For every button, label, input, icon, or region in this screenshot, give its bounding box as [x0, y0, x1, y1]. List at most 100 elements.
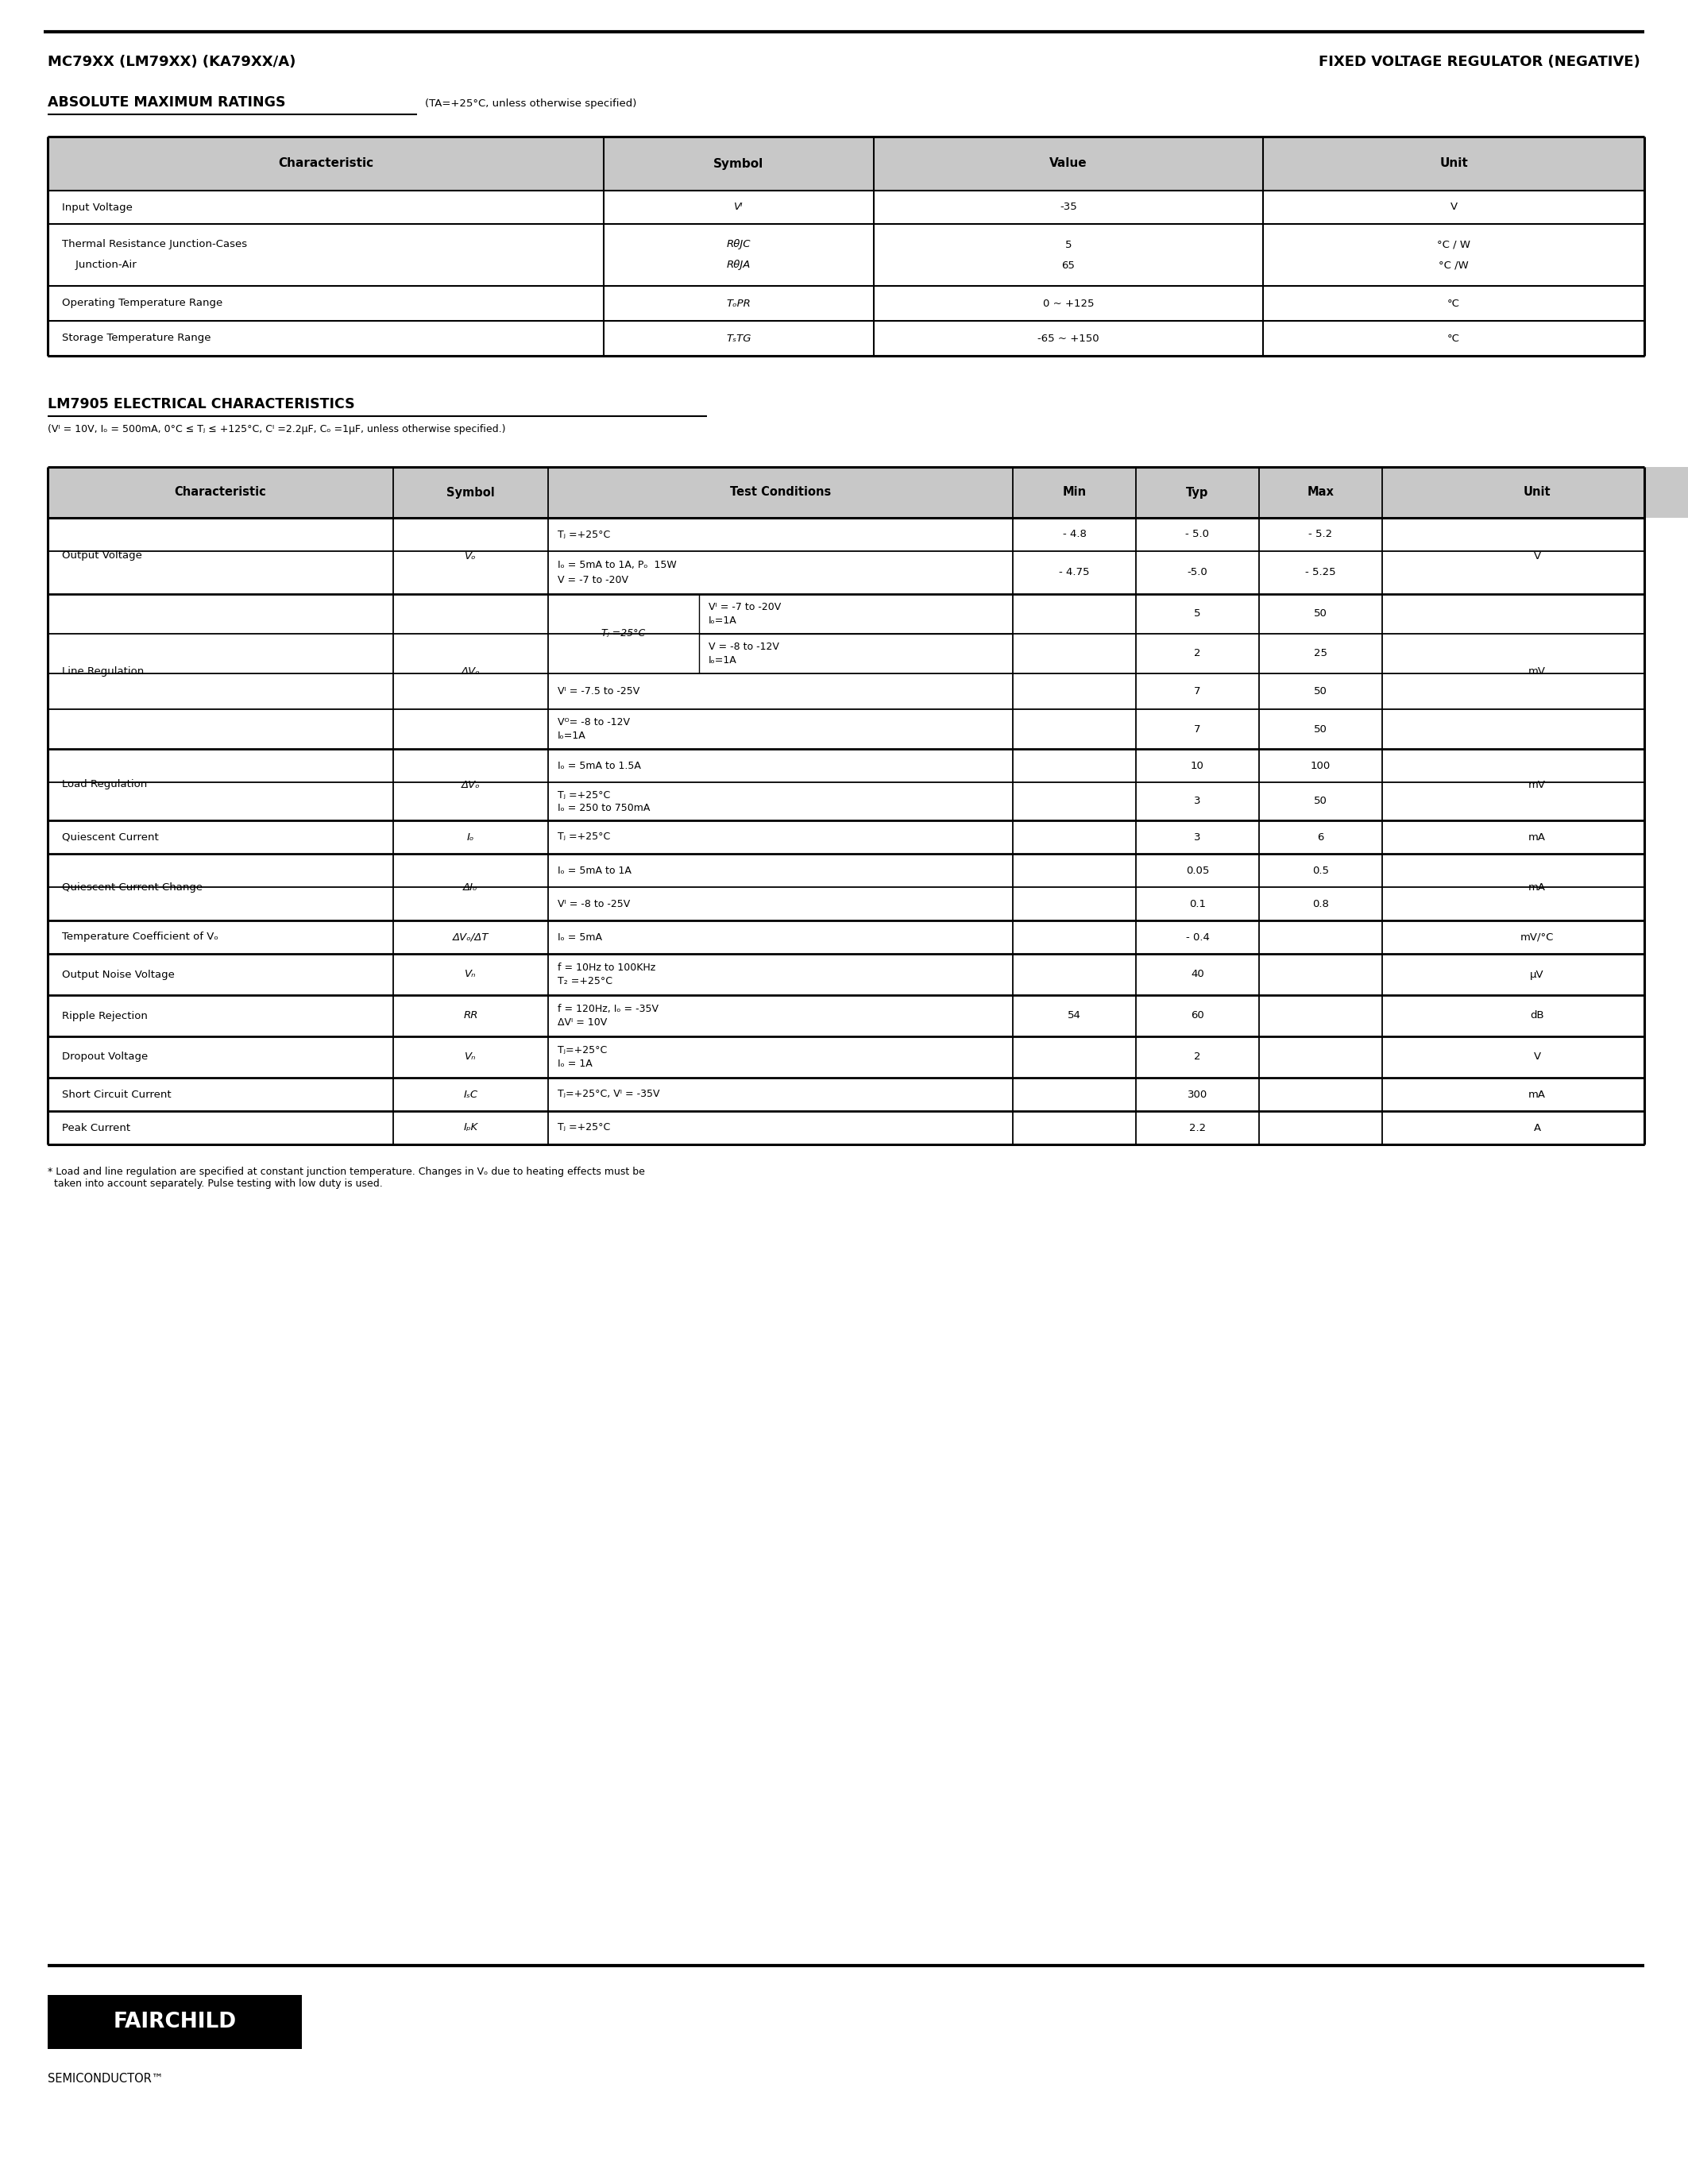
- Text: - 4.75: - 4.75: [1058, 568, 1090, 579]
- Text: Characteristic: Characteristic: [174, 487, 267, 498]
- Text: ΔVₒ: ΔVₒ: [461, 780, 479, 791]
- Text: Vₙ: Vₙ: [464, 1053, 476, 1061]
- Text: Max: Max: [1307, 487, 1334, 498]
- Text: RR: RR: [463, 1011, 478, 1020]
- Text: Load Regulation: Load Regulation: [62, 780, 147, 791]
- Text: 0 ~ +125: 0 ~ +125: [1043, 299, 1094, 308]
- Text: Ripple Rejection: Ripple Rejection: [62, 1011, 147, 1020]
- Text: SEMICONDUCTOR™: SEMICONDUCTOR™: [47, 2073, 164, 2086]
- Text: 5: 5: [1193, 609, 1200, 618]
- Text: 25: 25: [1313, 649, 1327, 660]
- Text: Value: Value: [1050, 157, 1087, 170]
- Text: Temperature Coefficient of Vₒ: Temperature Coefficient of Vₒ: [62, 933, 218, 941]
- Bar: [47, 467, 1688, 1144]
- Text: IₚK: IₚK: [464, 1123, 478, 1133]
- Text: 3: 3: [1193, 832, 1200, 843]
- Text: ΔVₒ: ΔVₒ: [461, 666, 479, 677]
- Text: IₛC: IₛC: [464, 1090, 478, 1099]
- Text: TₛTG: TₛTG: [726, 334, 751, 343]
- Text: Quiescent Current: Quiescent Current: [62, 832, 159, 843]
- Text: - 5.0: - 5.0: [1185, 529, 1209, 539]
- Text: V: V: [1450, 203, 1457, 212]
- Text: °C: °C: [1447, 299, 1460, 308]
- Text: 2: 2: [1193, 649, 1200, 660]
- Text: V = -8 to -12V: V = -8 to -12V: [709, 642, 780, 653]
- Text: ΔIₒ: ΔIₒ: [463, 882, 478, 893]
- Text: Characteristic: Characteristic: [279, 157, 373, 170]
- Text: Junction-Air: Junction-Air: [62, 260, 137, 271]
- Text: 7: 7: [1193, 686, 1200, 697]
- Text: Tⱼ=+25°C, Vᴵ = -35V: Tⱼ=+25°C, Vᴵ = -35V: [557, 1090, 660, 1099]
- Text: 2.2: 2.2: [1188, 1123, 1205, 1133]
- Text: Iₒ = 5mA to 1.5A: Iₒ = 5mA to 1.5A: [557, 760, 641, 771]
- Text: T₂ =+25°C: T₂ =+25°C: [557, 976, 613, 987]
- Text: Vᴼ= -8 to -12V: Vᴼ= -8 to -12V: [557, 716, 630, 727]
- Text: 10: 10: [1190, 760, 1204, 771]
- Text: V: V: [1533, 1053, 1541, 1061]
- Text: Symbol: Symbol: [447, 487, 495, 498]
- Text: Vᴵ = -8 to -25V: Vᴵ = -8 to -25V: [557, 898, 630, 909]
- Text: MC79XX (LM79XX) (KA79XX/A): MC79XX (LM79XX) (KA79XX/A): [47, 55, 295, 70]
- Text: Iₒ = 5mA: Iₒ = 5mA: [557, 933, 603, 941]
- Text: dB: dB: [1529, 1011, 1545, 1020]
- Text: * Load and line regulation are specified at constant junction temperature. Chang: * Load and line regulation are specified…: [47, 1166, 645, 1188]
- Text: Vₙ: Vₙ: [464, 970, 476, 981]
- Text: FIXED VOLTAGE REGULATOR (NEGATIVE): FIXED VOLTAGE REGULATOR (NEGATIVE): [1318, 55, 1641, 70]
- Text: ΔVᴵ = 10V: ΔVᴵ = 10V: [557, 1018, 608, 1029]
- Text: 5: 5: [1065, 240, 1072, 249]
- Text: 0.8: 0.8: [1312, 898, 1328, 909]
- Text: Iₒ = 5mA to 1A, Pₒ  15W: Iₒ = 5mA to 1A, Pₒ 15W: [557, 561, 677, 570]
- Text: Vᴵ = -7.5 to -25V: Vᴵ = -7.5 to -25V: [557, 686, 640, 697]
- Text: 6: 6: [1317, 832, 1323, 843]
- Text: Iₒ = 1A: Iₒ = 1A: [557, 1059, 592, 1070]
- Text: Short Circuit Current: Short Circuit Current: [62, 1090, 170, 1099]
- Text: mA: mA: [1528, 1090, 1546, 1099]
- Text: Storage Temperature Range: Storage Temperature Range: [62, 334, 211, 343]
- Text: 3: 3: [1193, 797, 1200, 806]
- Text: °C / W: °C / W: [1436, 240, 1470, 249]
- Text: V = -7 to -20V: V = -7 to -20V: [557, 574, 628, 585]
- Text: (Vᴵ = 10V, Iₒ = 500mA, 0°C ≤ Tⱼ ≤ +125°C, Cᴵ =2.2μF, Cₒ =1μF, unless otherwise s: (Vᴵ = 10V, Iₒ = 500mA, 0°C ≤ Tⱼ ≤ +125°C…: [47, 424, 506, 435]
- Text: 65: 65: [1062, 260, 1075, 271]
- Text: 40: 40: [1190, 970, 1204, 981]
- Text: 60: 60: [1190, 1011, 1204, 1020]
- Text: V: V: [1533, 550, 1541, 561]
- Bar: [47, 1994, 302, 2049]
- Text: Vᴵ = -7 to -20V: Vᴵ = -7 to -20V: [709, 603, 782, 612]
- Text: 7: 7: [1193, 723, 1200, 734]
- Text: Line Regulation: Line Regulation: [62, 666, 143, 677]
- Text: Iₒ=1A: Iₒ=1A: [557, 729, 586, 740]
- Text: ABSOLUTE MAXIMUM RATINGS: ABSOLUTE MAXIMUM RATINGS: [47, 96, 285, 109]
- Text: Thermal Resistance Junction-Cases: Thermal Resistance Junction-Cases: [62, 240, 246, 249]
- Text: Iₒ: Iₒ: [468, 832, 474, 843]
- Text: Iₒ=1A: Iₒ=1A: [709, 655, 738, 666]
- Text: - 5.25: - 5.25: [1305, 568, 1335, 579]
- Bar: [47, 138, 1644, 190]
- Text: TₒPR: TₒPR: [726, 299, 751, 308]
- Text: ΔVₒ/ΔT: ΔVₒ/ΔT: [452, 933, 490, 941]
- Text: LM7905 ELECTRICAL CHARACTERISTICS: LM7905 ELECTRICAL CHARACTERISTICS: [47, 397, 354, 411]
- Text: Unit: Unit: [1523, 487, 1551, 498]
- Text: Tⱼ =+25°C: Tⱼ =+25°C: [557, 791, 611, 799]
- Text: Vᴵ: Vᴵ: [734, 203, 743, 212]
- Text: Tⱼ =25°C: Tⱼ =25°C: [601, 629, 645, 640]
- Text: -35: -35: [1060, 203, 1077, 212]
- Text: Output Voltage: Output Voltage: [62, 550, 142, 561]
- Text: Iₒ=1A: Iₒ=1A: [709, 616, 738, 625]
- Text: Tⱼ =+25°C: Tⱼ =+25°C: [557, 832, 611, 843]
- Text: -65 ~ +150: -65 ~ +150: [1038, 334, 1099, 343]
- Text: Unit: Unit: [1440, 157, 1469, 170]
- Text: Operating Temperature Range: Operating Temperature Range: [62, 299, 223, 308]
- Text: Dropout Voltage: Dropout Voltage: [62, 1053, 149, 1061]
- Text: f = 10Hz to 100KHz: f = 10Hz to 100KHz: [557, 963, 655, 972]
- Text: (TA=+25°C, unless otherwise specified): (TA=+25°C, unless otherwise specified): [425, 98, 636, 109]
- Text: Typ: Typ: [1187, 487, 1209, 498]
- Text: Test Conditions: Test Conditions: [729, 487, 830, 498]
- Text: 50: 50: [1313, 686, 1327, 697]
- Text: Symbol: Symbol: [714, 157, 765, 170]
- Text: 50: 50: [1313, 797, 1327, 806]
- Text: Min: Min: [1062, 487, 1087, 498]
- Text: 0.5: 0.5: [1312, 865, 1328, 876]
- Text: 0.05: 0.05: [1185, 865, 1209, 876]
- Text: 300: 300: [1187, 1090, 1207, 1099]
